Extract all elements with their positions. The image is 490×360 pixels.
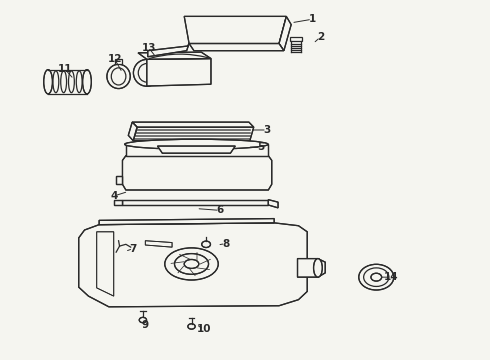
Polygon shape bbox=[133, 127, 254, 141]
Polygon shape bbox=[297, 258, 325, 277]
Polygon shape bbox=[126, 144, 269, 156]
Ellipse shape bbox=[236, 144, 245, 151]
Text: 11: 11 bbox=[58, 64, 73, 74]
Ellipse shape bbox=[133, 59, 160, 86]
Polygon shape bbox=[114, 200, 122, 205]
Polygon shape bbox=[290, 37, 302, 41]
Ellipse shape bbox=[202, 241, 211, 248]
Polygon shape bbox=[122, 200, 269, 205]
Polygon shape bbox=[146, 241, 172, 247]
Polygon shape bbox=[157, 146, 235, 153]
Text: 13: 13 bbox=[142, 43, 156, 53]
Polygon shape bbox=[269, 200, 278, 208]
Polygon shape bbox=[148, 44, 189, 57]
Ellipse shape bbox=[359, 264, 394, 290]
Text: 2: 2 bbox=[317, 32, 324, 42]
Polygon shape bbox=[122, 156, 272, 190]
Ellipse shape bbox=[83, 69, 91, 94]
Polygon shape bbox=[138, 52, 211, 59]
Ellipse shape bbox=[174, 253, 209, 274]
Text: 4: 4 bbox=[110, 191, 118, 201]
Ellipse shape bbox=[124, 139, 268, 149]
Polygon shape bbox=[147, 59, 211, 86]
Text: 9: 9 bbox=[142, 320, 149, 330]
Ellipse shape bbox=[314, 258, 322, 277]
Polygon shape bbox=[189, 44, 284, 51]
Ellipse shape bbox=[371, 273, 382, 281]
Polygon shape bbox=[116, 176, 122, 184]
Ellipse shape bbox=[184, 260, 199, 269]
Polygon shape bbox=[115, 59, 122, 64]
Text: 3: 3 bbox=[263, 125, 270, 135]
Text: 14: 14 bbox=[384, 272, 398, 282]
Polygon shape bbox=[128, 122, 137, 141]
Polygon shape bbox=[132, 122, 254, 127]
Ellipse shape bbox=[139, 318, 147, 323]
Text: 10: 10 bbox=[196, 324, 211, 334]
Text: 6: 6 bbox=[216, 205, 223, 215]
Ellipse shape bbox=[188, 324, 195, 329]
Text: 7: 7 bbox=[129, 244, 137, 253]
Polygon shape bbox=[184, 17, 286, 44]
Ellipse shape bbox=[165, 248, 218, 280]
Polygon shape bbox=[97, 232, 114, 296]
Ellipse shape bbox=[44, 69, 52, 94]
Polygon shape bbox=[279, 17, 291, 51]
Text: 1: 1 bbox=[309, 14, 316, 24]
Text: 5: 5 bbox=[257, 142, 264, 152]
Ellipse shape bbox=[107, 64, 130, 89]
Polygon shape bbox=[79, 223, 307, 307]
Text: 8: 8 bbox=[222, 239, 229, 249]
Text: 12: 12 bbox=[107, 54, 122, 64]
Polygon shape bbox=[99, 219, 274, 225]
